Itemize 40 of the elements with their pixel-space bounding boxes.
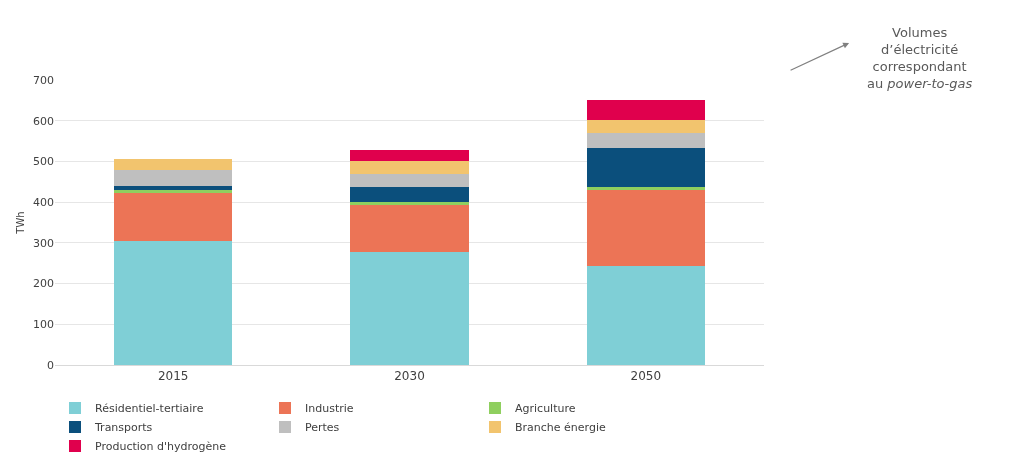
bar [114,169,233,186]
legend-label: Transports [94,421,153,435]
bar [586,133,705,149]
bar [586,187,705,190]
bar [350,204,469,253]
legend-label: Production d'hydrogène [95,440,227,454]
y-tick-label: 700 [33,73,54,87]
legend-label: Pertes [305,421,340,435]
bar [350,174,469,188]
legend-label: Industrie [305,402,354,416]
bar [586,99,705,121]
bar [114,240,233,365]
x-tick-label: 2050 [630,369,662,384]
bar [586,148,705,188]
bar [350,161,469,175]
y-tick-label: 200 [33,277,54,291]
y-tick-label: 0 [47,358,54,372]
y-tick-label: 400 [33,195,54,209]
bar [350,201,469,205]
legend-label: Branche énergie [515,421,606,435]
legend-label: Résidentiel-tertiaire [95,402,204,416]
x-tick-label: 2030 [394,369,425,384]
bar [586,265,705,365]
x-tick-label: 2015 [157,369,189,384]
y-tick-label: 500 [33,155,54,169]
y-tick-label: 600 [33,114,54,128]
text: Volumes d’électricité correspondant au power-to-gas [867,25,973,91]
y-tick-label: 300 [33,236,54,250]
bar [586,189,705,266]
bar [350,187,469,202]
bar [114,158,233,170]
legend-label: Agriculture [515,402,576,416]
bar [586,120,705,134]
y-axis-title: TWh [15,211,26,235]
bar [350,150,469,162]
bar [114,185,233,190]
bar [114,193,233,241]
y-tick-label: 100 [33,318,54,332]
bar [114,189,233,194]
bar [350,252,469,365]
